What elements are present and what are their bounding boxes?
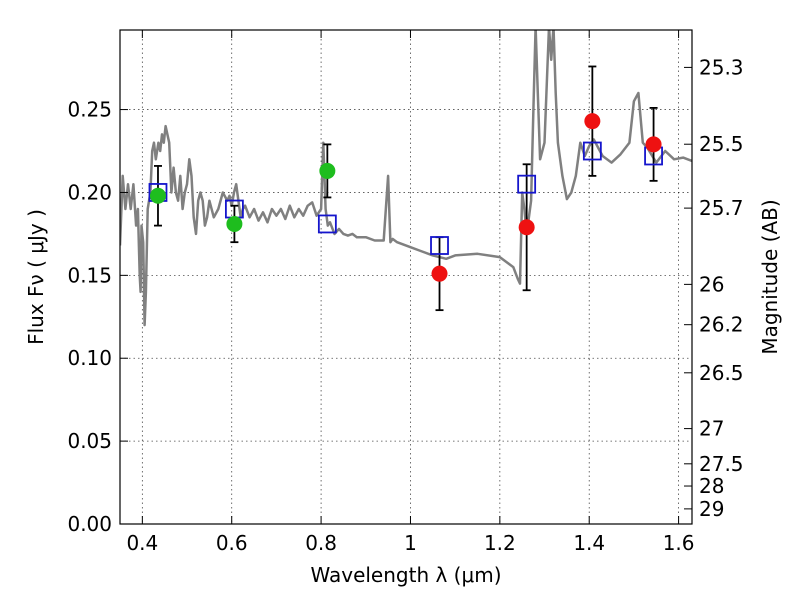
data-marks [148, 65, 663, 312]
mag-tick-label: 26 [699, 272, 724, 296]
x-tick-label: 0.6 [216, 531, 248, 555]
mag-tick-label: 25.3 [699, 55, 744, 79]
mag-tick-label: 27.5 [699, 452, 744, 476]
mag-tick-label: 25.5 [699, 132, 744, 156]
observed-nir-point [645, 136, 662, 153]
mag-tick-label: 25.7 [699, 196, 744, 220]
y2-axis-label: Magnitude (AB) [758, 199, 782, 354]
model-photometry-box [317, 214, 337, 234]
observed-nir-point [584, 113, 601, 130]
model-photometry-box [430, 236, 449, 255]
x-tick-label: 1.4 [573, 531, 605, 555]
mag-tick-label: 26.2 [699, 313, 744, 337]
y-tick-label: 0.00 [67, 512, 112, 536]
x-tick-label: 0.4 [126, 531, 158, 555]
y-tick-label: 0.10 [67, 346, 112, 370]
y-tick-label: 0.25 [67, 98, 112, 122]
mag-tick-label: 29 [699, 497, 724, 521]
sed-model-line [120, 30, 692, 327]
x-tick-label: 1.2 [484, 531, 516, 555]
axis-ticks: 0.4 0.6 0.8 1 1.2 1.4 1.6 0.00 0.05 0.10 0.15 0.20 0… [67, 30, 744, 555]
plot-frame [119, 29, 693, 525]
x-tick-label: 1 [404, 531, 417, 555]
grid [120, 30, 692, 524]
y-axis-label: Flux Fν ( μJy ) [24, 209, 48, 345]
observed-nir-point [431, 265, 448, 282]
model-photometry-box [517, 174, 537, 194]
mag-tick-label: 28 [699, 474, 724, 498]
observed-nir-point [518, 219, 535, 236]
y-tick-label: 0.15 [67, 263, 112, 287]
model-photometry-box [582, 141, 602, 161]
observed-optical-point [226, 215, 243, 232]
x-tick-label: 1.6 [663, 531, 695, 555]
observed-optical-point [149, 187, 166, 204]
mag-tick-label: 26.5 [699, 361, 744, 385]
observed-optical-point [319, 162, 336, 179]
y-tick-label: 0.20 [67, 180, 112, 204]
plot-background [120, 30, 692, 524]
x-axis-label: Wavelength λ (μm) [310, 563, 501, 587]
x-tick-label: 0.8 [305, 531, 337, 555]
mag-tick-label: 27 [699, 417, 724, 441]
y-tick-label: 0.05 [67, 429, 112, 453]
